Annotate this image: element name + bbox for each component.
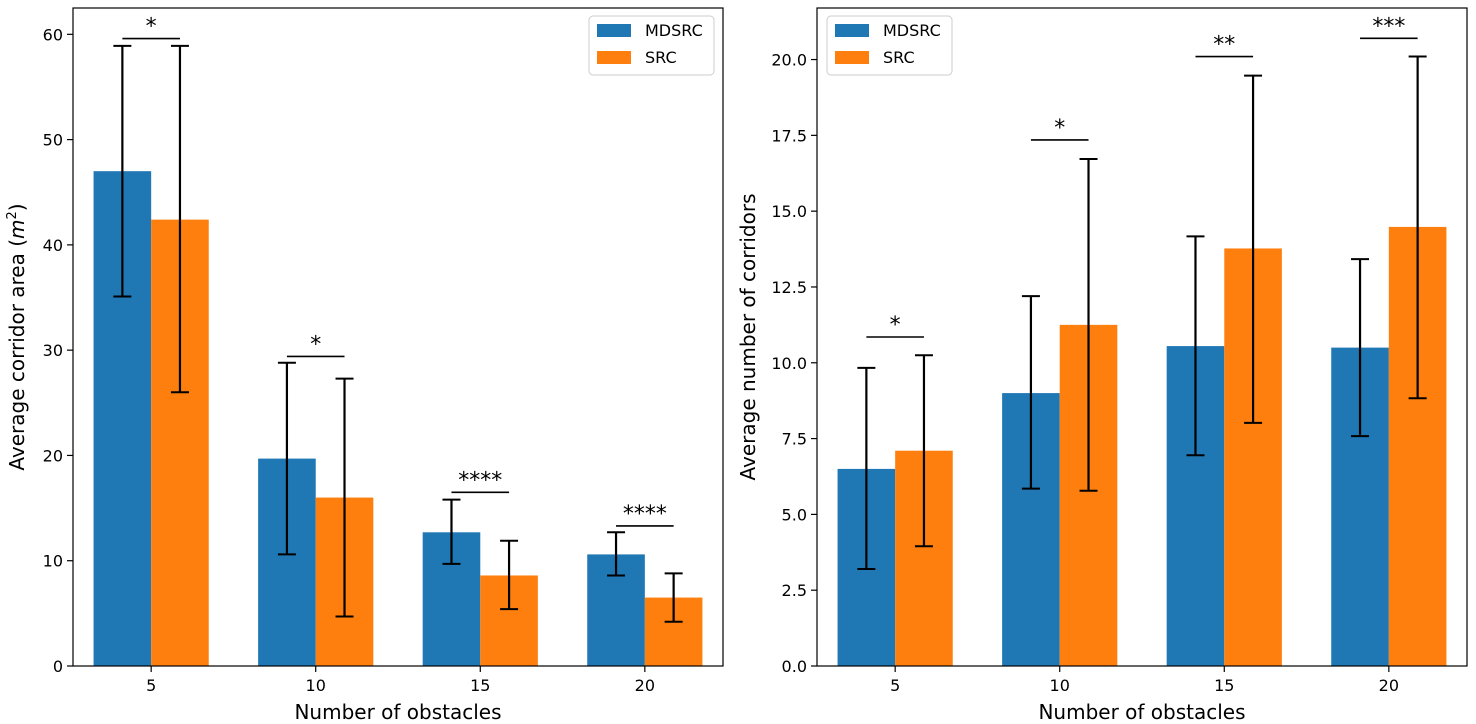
error-bar-mdsrc-15 [442,498,461,565]
error-bar-src-15 [500,539,519,611]
significance-label-5: * [890,313,901,338]
y-tick-label: 10 [43,552,63,571]
x-axis-title: Number of obstacles [1038,700,1245,724]
significance-label-15: ** [1213,33,1235,58]
y-tick-label: 10.0 [771,354,807,373]
y-tick-label: 15.0 [771,202,807,221]
error-bar-mdsrc-5 [857,366,876,570]
error-bar-mdsrc-5 [113,44,132,298]
axes-frame [816,7,1468,667]
error-bar-src-15 [1244,74,1263,424]
y-tick-label: 60 [43,25,63,44]
error-bar-mdsrc-10 [277,361,296,556]
error-bar-mdsrc-20 [607,531,626,577]
legend-swatch-mdsrc [835,24,869,37]
legend-label-src: SRC [645,48,677,67]
x-axis-title: Number of obstacles [294,700,501,724]
significance-label-5: * [146,15,157,40]
y-tick-label: 0 [53,657,63,676]
significance-label-10: * [310,332,321,357]
y-tick-label: 50 [43,131,63,150]
legend-label-mdsrc: MDSRC [883,21,941,40]
axes-frame [72,7,724,667]
y-tick-label: 2.5 [782,581,807,600]
error-bar-mdsrc-20 [1351,258,1370,438]
x-tick-label-20: 20 [635,676,655,695]
error-bar-src-10 [335,377,354,618]
significance-label-10: * [1054,116,1065,141]
x-tick-label-20: 20 [1379,676,1399,695]
error-bar-src-10 [1079,158,1098,492]
x-tick-label-15: 15 [1214,676,1234,695]
legend-label-mdsrc: MDSRC [645,21,703,40]
y-axis-title: Average number of corridors [736,194,760,481]
legend-swatch-mdsrc [597,24,631,37]
x-tick-label-5: 5 [890,676,900,695]
legend: MDSRC SRC [826,15,953,76]
error-bar-src-20 [1408,55,1427,400]
y-tick-label: 12.5 [771,278,807,297]
y-axis-title-variable: m [5,219,29,238]
legend-label-src: SRC [883,48,915,67]
legend-swatch-src [835,51,869,64]
y-tick-label: 17.5 [771,126,807,145]
y-axis-title-text: Average corridor area ( [5,239,29,471]
y-axis-title: Average corridor area (m2) [5,203,29,470]
error-bar-src-5 [914,354,933,548]
x-tick-label-15: 15 [470,676,490,695]
y-tick-label: 30 [43,341,63,360]
significance-label-15: **** [458,468,502,493]
y-axis-title-suffix: ) [5,203,29,211]
legend: MDSRC SRC [588,15,715,76]
y-tick-label: 40 [43,236,63,255]
error-bar-src-20 [664,572,683,623]
significance-label-20: **** [623,502,667,527]
y-tick-label: 0.0 [782,657,807,676]
x-tick-label-10: 10 [1050,676,1070,695]
y-tick-label: 5.0 [782,505,807,524]
right-chart-panel: *******0.02.55.07.510.012.515.017.520.05… [736,7,1468,724]
y-axis-title-superscript: 2 [5,211,20,219]
y-tick-label: 20.0 [771,51,807,70]
significance-label-20: *** [1372,14,1405,39]
y-tick-label: 20 [43,446,63,465]
y-tick-label: 7.5 [782,430,807,449]
x-tick-label-10: 10 [306,676,326,695]
x-tick-label-5: 5 [146,676,156,695]
error-bar-src-5 [170,44,189,394]
error-bar-mdsrc-10 [1021,295,1040,490]
legend-swatch-src [597,51,631,64]
error-bar-mdsrc-15 [1186,235,1205,457]
